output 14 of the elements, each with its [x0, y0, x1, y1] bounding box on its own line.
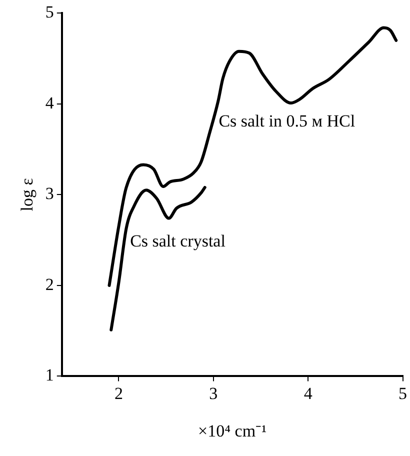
- x-tick-label: 4: [304, 384, 313, 403]
- series-label: Cs salt in 0.5 м HCl: [218, 112, 356, 131]
- line-series: [108, 26, 398, 287]
- x-tick-label: 2: [114, 384, 123, 403]
- y-axis-title: log ε: [18, 178, 37, 212]
- y-tick-label: 2: [45, 274, 54, 294]
- y-tick-label: 5: [45, 2, 54, 22]
- x-tick-label: 5: [398, 384, 407, 403]
- y-tick-label: 1: [45, 366, 54, 385]
- x-tick-label: 3: [209, 384, 218, 403]
- y-tick-label: 3: [45, 184, 54, 204]
- y-tick-label: 4: [45, 93, 54, 112]
- series-label: Cs salt crystal: [130, 231, 226, 250]
- x-axis-title: ×10⁴ cm⁻¹: [198, 421, 267, 440]
